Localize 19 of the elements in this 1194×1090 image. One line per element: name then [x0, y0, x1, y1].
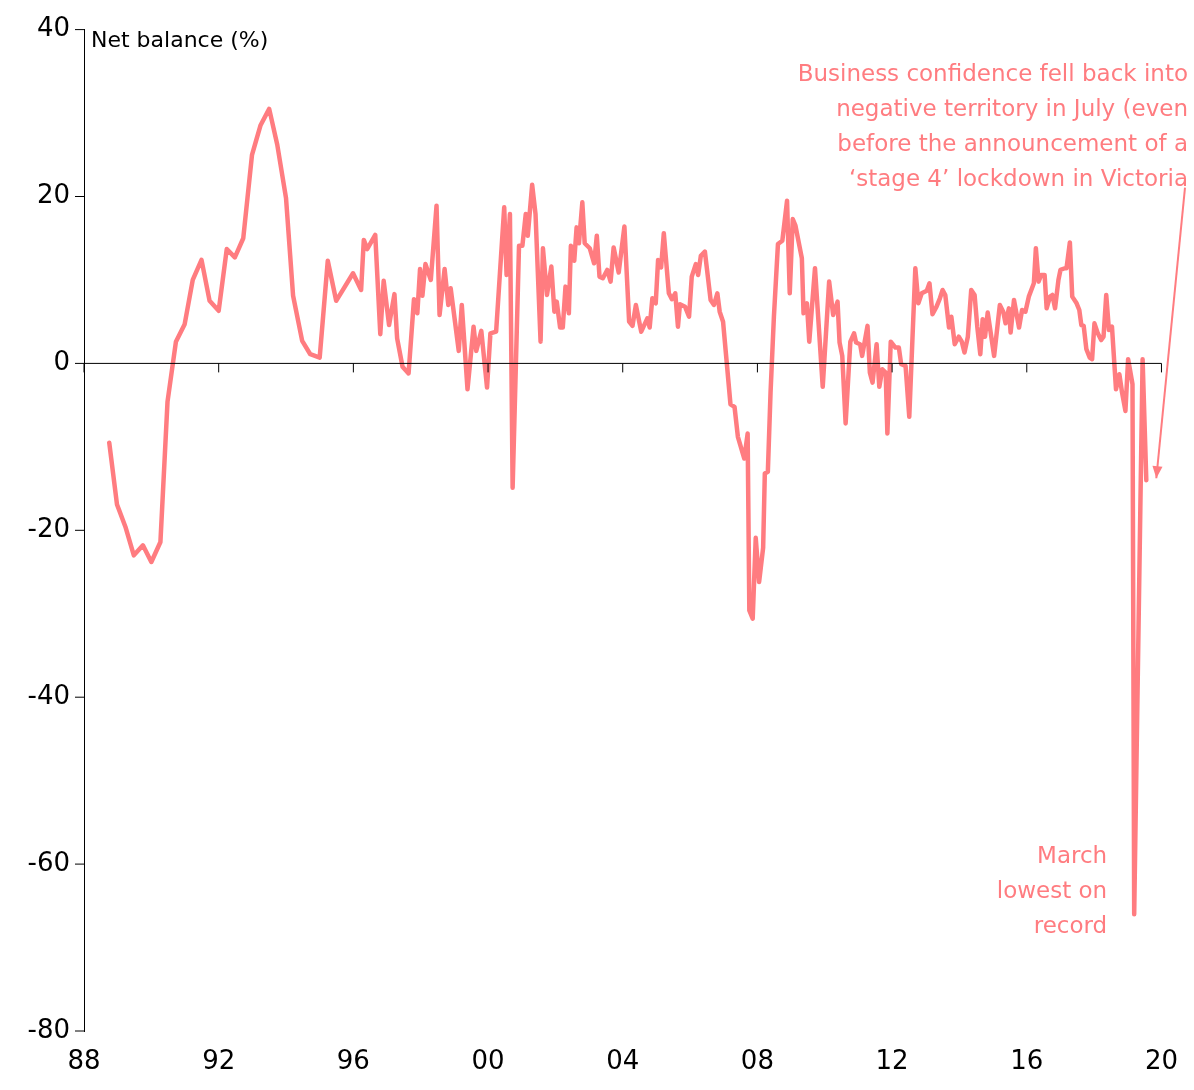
y-tick-label: -40: [27, 679, 70, 710]
x-tick-label: 08: [740, 1045, 774, 1076]
x-tick-label: 12: [875, 1045, 909, 1076]
y-tick-label: 0: [53, 346, 70, 377]
x-tick-label: 16: [1010, 1045, 1044, 1076]
annotation: March lowest on record: [996, 842, 1108, 939]
y-axis-title: Net balance (%): [91, 27, 269, 53]
y-tick-label: -20: [27, 513, 70, 544]
x-tick-label: 20: [1144, 1045, 1178, 1076]
x-tick-label: 88: [67, 1045, 101, 1076]
x-tick-label: 04: [606, 1045, 640, 1076]
x-tick-label: 96: [336, 1045, 370, 1076]
y-tick-label: -80: [27, 1013, 70, 1044]
y-tick-label: 40: [36, 12, 70, 43]
x-tick-label: 00: [471, 1045, 505, 1076]
annotation: Business confidence fell back into negative territory in July (even before the announcement of a ‘stage 4’ lockdown in Victoria: [797, 59, 1188, 191]
x-tick-label: 92: [202, 1045, 236, 1076]
y-tick-label: 20: [36, 179, 70, 210]
y-tick-label: -60: [27, 846, 70, 877]
